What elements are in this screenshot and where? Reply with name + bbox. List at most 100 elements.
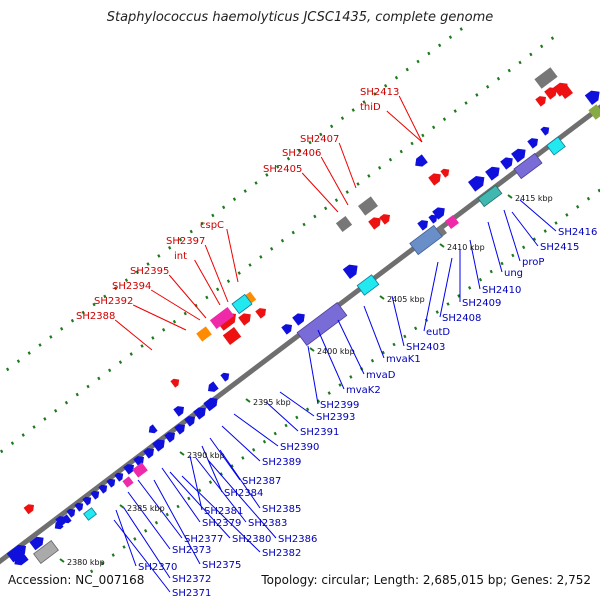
reverse-gene <box>23 504 34 515</box>
forward-gene <box>203 397 218 412</box>
tick-mark-lower <box>100 561 105 565</box>
tick-mark-upper <box>453 109 457 113</box>
forward-gene <box>174 424 185 435</box>
gene-label-SH2372: SH2372 <box>172 574 211 585</box>
tick-mark-upper-outer <box>297 148 301 153</box>
gene-label-mvaK1: mvaK1 <box>386 354 421 365</box>
forward-gene <box>143 448 154 459</box>
tick-mark-lower <box>327 391 331 395</box>
gray-gene <box>33 540 59 564</box>
tick-mark-upper-outer <box>49 335 53 339</box>
tick-mark-lower <box>111 553 115 557</box>
tick-mark-lower <box>370 358 375 363</box>
forward-gene <box>220 372 230 382</box>
tick-mark-upper <box>172 319 177 324</box>
tick-mark-upper <box>356 182 360 186</box>
tick-mark-lower <box>176 504 180 509</box>
gene-label-SH2386: SH2386 <box>278 534 317 545</box>
forward-gene <box>173 406 184 417</box>
tick-mark-upper <box>442 117 447 121</box>
leader-line <box>115 509 137 567</box>
leader-line <box>386 110 423 143</box>
tick-mark-upper <box>64 400 69 405</box>
gene-label-SH2375: SH2375 <box>202 560 241 571</box>
tick-mark-upper-outer <box>416 59 420 64</box>
tick-mark-lower <box>338 383 342 387</box>
gene-label-SH2388: SH2388 <box>76 311 115 322</box>
tick-mark-lower <box>187 496 191 501</box>
tick-mark-upper <box>54 409 58 413</box>
forward-gene <box>54 520 64 530</box>
tick-mark-upper <box>291 230 295 235</box>
forward-gene <box>55 516 66 527</box>
leader-line <box>209 437 241 481</box>
tick-mark-upper <box>151 336 155 340</box>
tick-mark-upper <box>432 125 436 130</box>
tick-mark-lower <box>165 512 169 517</box>
scale-label: 2415 kbp <box>515 194 553 203</box>
leader-line <box>113 519 171 593</box>
leader-line <box>221 425 261 462</box>
reverse-gene <box>255 308 266 319</box>
leader-line <box>337 319 365 375</box>
leader-line <box>219 449 261 509</box>
map-title: Staphylococcus haemolyticus JCSC1435, co… <box>106 10 494 25</box>
tick-mark-lower <box>284 423 288 428</box>
tick-mark-lower <box>273 431 277 436</box>
tick-mark-upper-outer <box>286 156 291 161</box>
tick-mark-upper-outer <box>178 237 183 242</box>
forward-gene <box>511 148 526 163</box>
accession-text: Accession: NC_007168 <box>8 573 145 587</box>
tick-mark-lower <box>403 334 407 339</box>
forward-gene <box>417 220 428 231</box>
scale-label: 2385 kbp <box>127 504 165 513</box>
forward-gene <box>342 264 358 280</box>
gene-label-SH2395: SH2395 <box>130 266 169 277</box>
reverse-gene <box>222 326 242 346</box>
tick-mark-upper-outer <box>351 108 355 112</box>
leader-line <box>161 467 201 523</box>
tick-mark-lower <box>316 399 321 403</box>
gene-label-SH2403: SH2403 <box>406 342 445 353</box>
tick-mark-upper-outer <box>103 294 107 299</box>
pseudo-gene <box>122 476 134 488</box>
gene-label-proP: proP <box>522 257 544 268</box>
reverse-gene <box>170 378 180 388</box>
scale-major-tick <box>309 347 315 352</box>
gene-label-SH2385: SH2385 <box>262 504 301 515</box>
reverse-gene <box>535 96 546 107</box>
tick-mark-lower <box>122 545 126 549</box>
gene-features <box>6 67 600 566</box>
leader-line <box>320 156 349 206</box>
rna-gene <box>243 291 257 305</box>
tick-mark-upper <box>108 368 112 373</box>
tick-mark-upper <box>248 263 252 267</box>
forward-gene <box>74 502 84 512</box>
leader-line <box>127 491 171 550</box>
gene-label-eutD: eutD <box>426 327 450 338</box>
forward-gene <box>152 439 165 452</box>
tick-mark-upper <box>550 36 555 40</box>
tick-mark-lower <box>90 569 94 574</box>
tick-mark-upper <box>540 44 544 49</box>
gene-label-SH2371: SH2371 <box>172 588 211 599</box>
gene-label-SH2399: SH2399 <box>320 400 359 411</box>
tick-mark-upper <box>496 76 501 81</box>
tick-mark-upper <box>399 149 403 154</box>
tick-mark-lower <box>457 294 461 298</box>
tick-mark-lower <box>511 253 515 258</box>
tick-mark-upper-outer <box>373 92 377 96</box>
forward-gene <box>148 424 158 434</box>
leader-line <box>201 445 223 493</box>
gene-label-SH2393: SH2393 <box>316 412 355 423</box>
leader-line <box>137 479 183 539</box>
tick-mark-lower <box>489 269 493 274</box>
operon-block <box>477 184 503 208</box>
gene-label-SH2405: SH2405 <box>263 164 302 175</box>
tick-mark-upper-outer <box>276 165 280 169</box>
tick-mark-upper-outer <box>211 213 215 218</box>
leader-line <box>487 221 503 273</box>
tick-mark-upper <box>410 141 414 146</box>
reverse-gene <box>544 87 557 100</box>
tick-mark-upper-outer <box>200 221 204 226</box>
